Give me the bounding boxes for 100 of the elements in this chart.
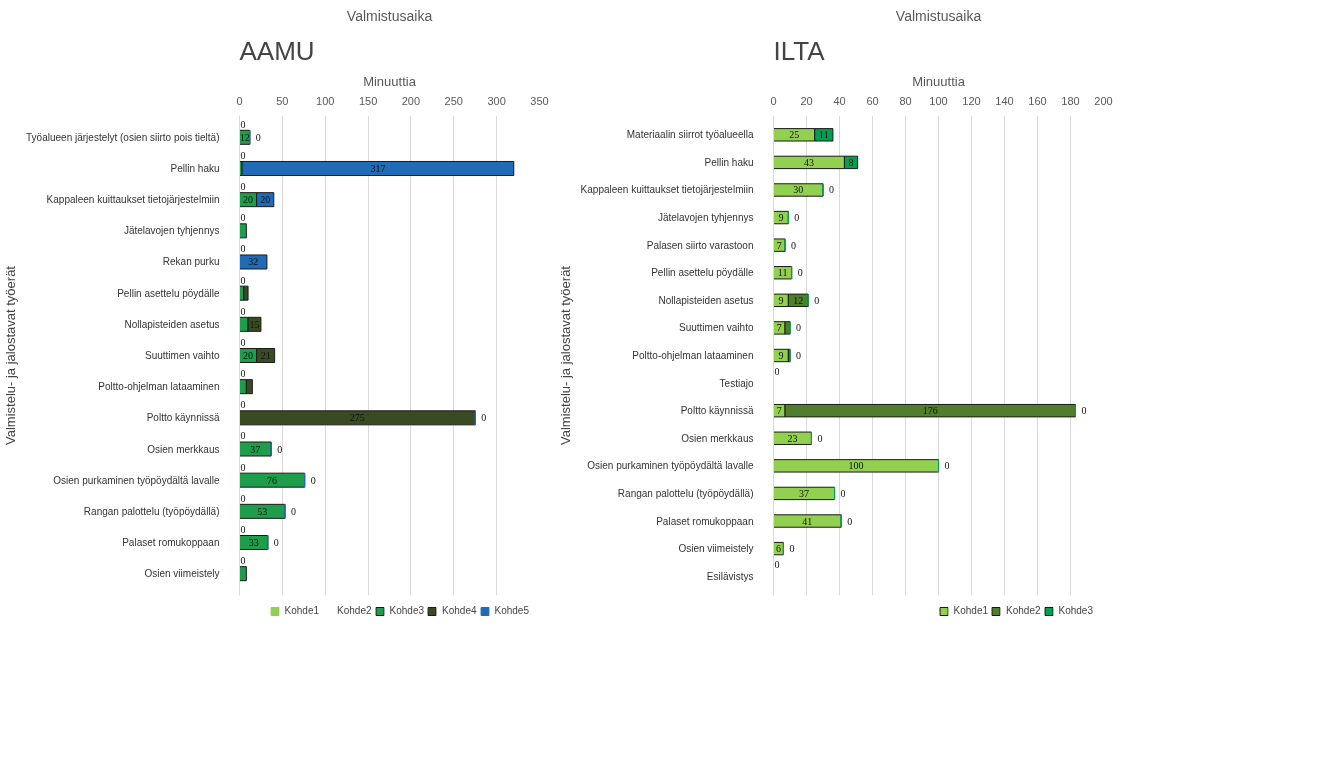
y-tick-label: Pellin haku bbox=[704, 156, 754, 168]
data-label: 0 bbox=[240, 149, 246, 161]
data-label: 11 bbox=[819, 129, 829, 141]
x-tick-label: 0 bbox=[770, 94, 777, 107]
x-tick-label: 0 bbox=[236, 94, 243, 107]
data-label: 0 bbox=[240, 274, 246, 286]
data-label: 0 bbox=[814, 294, 820, 306]
data-label: 0 bbox=[794, 212, 800, 224]
data-label: 0 bbox=[789, 543, 795, 555]
legend-label: Kohde1 bbox=[953, 605, 989, 616]
data-label: 0 bbox=[240, 243, 246, 255]
x-tick-label: 100 bbox=[929, 94, 948, 107]
data-label: 317 bbox=[370, 162, 386, 174]
x-tick-label: 140 bbox=[995, 94, 1014, 107]
data-label: 9 bbox=[778, 294, 784, 306]
x-tick-label: 40 bbox=[833, 94, 846, 107]
data-label: 9 bbox=[778, 350, 784, 361]
data-label: 0 bbox=[944, 460, 950, 472]
data-label: 0 bbox=[240, 430, 246, 442]
data-label: 76 bbox=[267, 474, 278, 486]
y-tick-label: Poltto käynnissä bbox=[680, 405, 754, 417]
data-label: 11 bbox=[777, 267, 788, 279]
data-label: 33 bbox=[248, 537, 259, 549]
y-tick-label: Testiajo bbox=[719, 377, 754, 389]
y-tick-label: Osien purkaminen työpöydältä lavalle bbox=[53, 474, 220, 486]
x-tick-label: 250 bbox=[444, 94, 463, 107]
y-tick-label: Materiaalin siirrot työalueella bbox=[626, 129, 754, 141]
x-axis-title: Minuuttia bbox=[912, 73, 966, 89]
y-tick-label: Osien purkaminen työpöydältä lavalle bbox=[587, 460, 754, 472]
data-label: 0 bbox=[240, 305, 246, 317]
data-label: 37 bbox=[250, 443, 261, 455]
data-label: 0 bbox=[829, 184, 834, 196]
legend-label: Kohde2 bbox=[1006, 605, 1041, 616]
x-tick-label: 100 bbox=[316, 94, 335, 107]
x-tick-label: 350 bbox=[530, 94, 549, 107]
y-tick-label: Poltto-ohjelman lataaminen bbox=[98, 381, 220, 393]
data-label: 0 bbox=[240, 461, 246, 473]
data-label: 43 bbox=[803, 156, 814, 168]
data-label: 0 bbox=[774, 559, 780, 571]
y-tick-label: Nollapisteiden asetus bbox=[658, 294, 754, 306]
data-label: 7 bbox=[776, 405, 782, 417]
data-label: 7 bbox=[776, 322, 782, 334]
y-tick-label: Nollapisteiden asetus bbox=[124, 318, 220, 330]
data-label: 0 bbox=[240, 212, 246, 224]
y-axis-title: Valmistelu- ja jalostavat työerät bbox=[557, 265, 573, 445]
legend-label: Kohde3 bbox=[1058, 605, 1093, 616]
y-tick-label: Työalueen järjestelyt (osien siirto pois tieltä) bbox=[26, 131, 220, 143]
y-tick-label: Esilävistys bbox=[706, 570, 754, 582]
y-tick-label: Rangan palottelu (työpöydällä) bbox=[617, 487, 754, 499]
x-tick-label: 20 bbox=[800, 94, 813, 107]
data-label: 0 bbox=[240, 555, 246, 567]
data-label: 12 bbox=[239, 131, 250, 143]
x-tick-label: 200 bbox=[401, 94, 421, 107]
data-label: 0 bbox=[796, 350, 801, 361]
y-tick-label: Pellin haku bbox=[170, 162, 220, 174]
y-tick-label: Osien merkkaus bbox=[681, 432, 754, 444]
data-label: 0 bbox=[847, 515, 853, 527]
data-label: 0 bbox=[1081, 405, 1087, 417]
data-label: 0 bbox=[273, 537, 279, 549]
data-label: 100 bbox=[848, 460, 864, 472]
y-tick-label: Osien viimeistely bbox=[144, 568, 220, 580]
data-label: 7 bbox=[776, 239, 782, 251]
data-label: 32 bbox=[248, 256, 259, 268]
data-label: 20 bbox=[243, 194, 254, 206]
y-tick-label: Suuttimen vaihto bbox=[145, 350, 220, 361]
data-label: 0 bbox=[796, 322, 801, 334]
x-tick-label: 180 bbox=[1061, 94, 1080, 107]
x-tick-label: 50 bbox=[276, 94, 289, 107]
y-tick-label: Poltto käynnissä bbox=[146, 412, 220, 424]
chart-title: Valmistusaika bbox=[346, 7, 433, 24]
data-label: 8 bbox=[848, 156, 854, 168]
y-tick-label: Kappaleen kuittaukset tietojärjestelmiin bbox=[580, 184, 754, 196]
data-label: 0 bbox=[290, 505, 296, 517]
y-tick-label: Palaset romukoppaan bbox=[122, 537, 220, 549]
data-label: 0 bbox=[774, 366, 780, 377]
y-tick-label: Palaset romukoppaan bbox=[656, 515, 754, 527]
y-tick-label: Kappaleen kuittaukset tietojärjestelmiin bbox=[46, 194, 220, 206]
y-tick-label: Jätelavojen tyhjennys bbox=[657, 212, 754, 224]
y-tick-label: Rekan purku bbox=[162, 256, 220, 268]
data-label: 0 bbox=[240, 492, 246, 504]
data-label: 0 bbox=[240, 368, 246, 380]
legend-label: Kohde1 bbox=[284, 605, 320, 616]
legend-label: Kohde2 bbox=[337, 605, 372, 616]
x-axis-title: Minuuttia bbox=[363, 73, 417, 89]
data-label: 0 bbox=[240, 181, 246, 193]
y-tick-label: Pellin asettelu pöydälle bbox=[117, 287, 220, 299]
y-tick-label: Suuttimen vaihto bbox=[679, 322, 754, 334]
chart-subtitle: AAMU bbox=[239, 35, 315, 66]
y-tick-label: Osien merkkaus bbox=[147, 443, 220, 455]
data-label: 6 bbox=[775, 543, 781, 555]
y-tick-label: Jätelavojen tyhjennys bbox=[123, 225, 220, 237]
y-tick-label: Rangan palottelu (työpöydällä) bbox=[83, 505, 220, 517]
data-label: 0 bbox=[481, 412, 487, 424]
data-label: 0 bbox=[840, 487, 846, 499]
data-label: 20 bbox=[243, 350, 254, 361]
x-tick-label: 150 bbox=[358, 94, 378, 107]
data-label: 0 bbox=[240, 336, 246, 348]
x-tick-label: 200 bbox=[1094, 94, 1113, 107]
data-label: 20 bbox=[260, 194, 271, 206]
data-label: 25 bbox=[789, 129, 800, 141]
